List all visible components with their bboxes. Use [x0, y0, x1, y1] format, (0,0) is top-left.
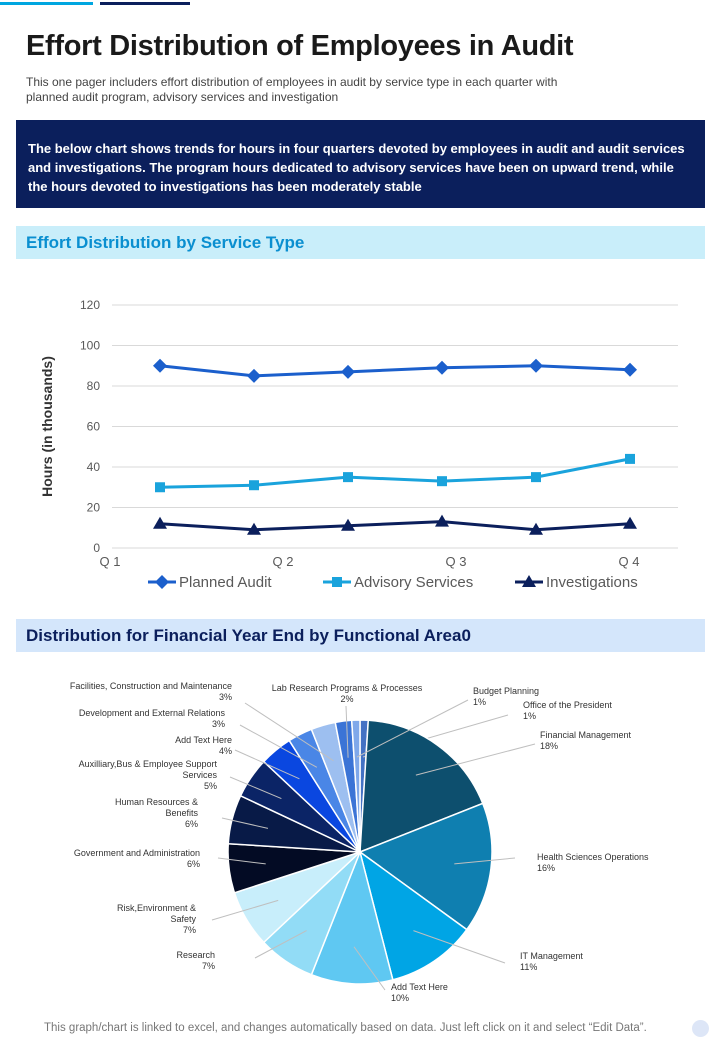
data-point — [343, 472, 353, 483]
series-advisory-services — [155, 453, 635, 493]
slice-label: Add Text Here 10% — [391, 982, 448, 1003]
slice-label: Development and External Relations 3% — [79, 708, 226, 729]
data-point — [623, 362, 637, 377]
line-chart: 0 20 40 60 80 100 120 Q 1 Q 2 Q 3 Q 4 Hours (in tho… — [39, 298, 678, 591]
pie-chart: Office of the President 1% Financial Manag… — [70, 681, 649, 1003]
pie-slice — [358, 802, 493, 931]
slice-label: Facilities, Construction and Maintenance… — [70, 681, 232, 702]
leader-line — [413, 930, 506, 964]
legend-label: Advisory Services — [354, 574, 473, 591]
slice-label: IT Management 11% — [520, 951, 583, 972]
data-point — [153, 516, 167, 529]
y-tick-label: 60 — [87, 420, 101, 434]
top-accent-bar-navy — [100, 2, 190, 5]
slice-label: Add Text Here 4% — [175, 735, 232, 756]
slice-label: Lab Research Programs & Processes 2% — [272, 683, 423, 704]
legend-item: Planned Audit — [148, 574, 272, 591]
data-point — [341, 364, 355, 379]
y-tick-label: 100 — [80, 339, 100, 353]
data-point — [623, 516, 637, 529]
leader-line — [211, 899, 279, 921]
slice-label: Government and Administration 6% — [74, 848, 200, 869]
pie-slice — [359, 719, 484, 854]
pie-slice — [350, 719, 361, 853]
data-point — [529, 358, 543, 373]
series-investigations — [153, 514, 637, 535]
legend-marker — [155, 575, 169, 589]
data-point — [249, 480, 259, 491]
legend-label: Planned Audit — [179, 574, 272, 591]
section-title-service-type: Effort Distribution by Service Type — [16, 226, 705, 259]
data-point — [155, 482, 165, 493]
series-planned-audit — [153, 358, 637, 383]
data-point — [435, 360, 449, 375]
pie-slice — [358, 850, 468, 981]
page-subtitle: This one pager includers effort distribu… — [26, 75, 558, 104]
data-point — [435, 514, 449, 527]
x-tick-label: Q 1 — [100, 554, 121, 569]
leader-line — [356, 699, 469, 758]
data-point — [247, 368, 261, 383]
page-title: Effort Distribution of Employees in Audi… — [26, 30, 574, 62]
leader-line — [221, 817, 269, 829]
footer-note: This graph/chart is linked to excel, and… — [44, 1022, 647, 1034]
leader-line — [244, 702, 334, 762]
leader-line — [239, 724, 318, 768]
summary-banner: The below chart shows trends for hours i… — [16, 120, 705, 208]
slice-label: Human Resources & Benefits 6% — [115, 797, 199, 829]
legend-marker — [332, 577, 342, 587]
data-point — [153, 358, 167, 373]
leader-line — [345, 705, 349, 758]
slice-label: Health Sciences Operations 16% — [537, 852, 649, 873]
y-tick-label: 40 — [87, 460, 101, 474]
data-point — [529, 522, 543, 535]
summary-banner-text: The below chart shows trends for hours i… — [28, 141, 685, 194]
leader-line — [229, 776, 282, 800]
data-point — [531, 472, 541, 483]
legend-item: Advisory Services — [323, 574, 473, 591]
top-accent-bar-cyan — [0, 2, 93, 5]
y-axis-label: Hours (in thousands) — [39, 356, 55, 497]
leader-line — [415, 743, 536, 776]
x-tick-label: Q 2 — [273, 554, 294, 569]
series-line — [159, 457, 631, 489]
leader-line — [454, 857, 516, 865]
y-tick-label: 120 — [80, 298, 100, 312]
series-line — [159, 520, 631, 532]
leader-line — [254, 930, 307, 959]
leader-line — [217, 857, 266, 865]
legend-marker — [522, 575, 536, 587]
y-tick-label: 20 — [87, 501, 101, 515]
y-tick-label: 0 — [93, 541, 100, 555]
slice-label: Office of the President 1% — [523, 700, 612, 721]
slice-label: Budget Planning 1% — [473, 686, 539, 707]
legend-label: Investigations — [546, 574, 638, 591]
series-line — [159, 364, 631, 378]
x-tick-label: Q 4 — [619, 554, 640, 569]
slice-label: Auxilliary,Bus & Employee Support Service… — [79, 759, 218, 791]
slice-label: Financial Management 18% — [540, 730, 632, 751]
section-title-functional-area: Distribution for Financial Year End by F… — [16, 619, 705, 652]
y-tick-label: 80 — [87, 379, 101, 393]
data-point — [247, 522, 261, 535]
leader-line — [353, 946, 386, 991]
legend-item: Investigations — [515, 574, 638, 591]
data-point — [625, 453, 635, 464]
corner-dot — [692, 1020, 709, 1037]
leader-line — [234, 749, 300, 780]
pie-slice — [310, 849, 394, 985]
slice-label: Risk,Environment & Safety 7% — [117, 903, 197, 935]
x-tick-label: Q 3 — [446, 554, 467, 569]
data-point — [341, 518, 355, 531]
data-point — [437, 476, 447, 487]
slice-label: Research 7% — [176, 950, 215, 971]
